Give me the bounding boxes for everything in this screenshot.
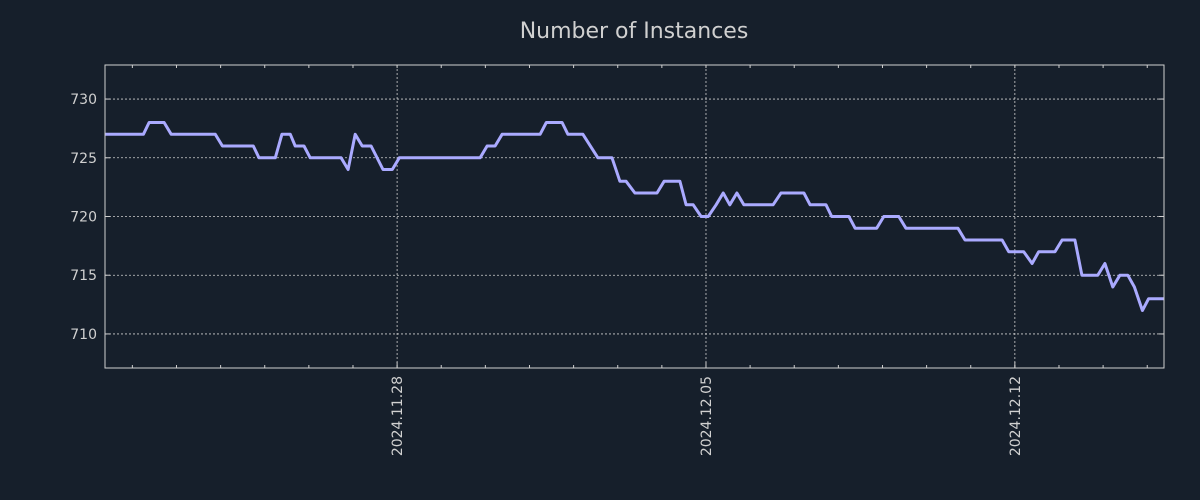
y-tick-label: 715 <box>70 268 97 284</box>
chart-title: Number of Instances <box>520 19 749 44</box>
y-tick-label: 725 <box>70 151 97 167</box>
series-layer <box>104 121 1165 312</box>
y-tick-label: 710 <box>70 327 97 343</box>
axis-ticks: 710 715 720 725 730 2024.11.28 2024.12.05 2024.… <box>70 65 1164 456</box>
plot-frame <box>104 64 1165 369</box>
x-tick-label: 2024.12.12 <box>1008 376 1024 456</box>
grid <box>105 65 1164 368</box>
y-tick-label: 730 <box>70 92 97 108</box>
x-tick-label: 2024.12.05 <box>699 376 715 456</box>
x-tick-label: 2024.11.28 <box>390 376 406 456</box>
y-tick-label: 720 <box>70 210 97 226</box>
